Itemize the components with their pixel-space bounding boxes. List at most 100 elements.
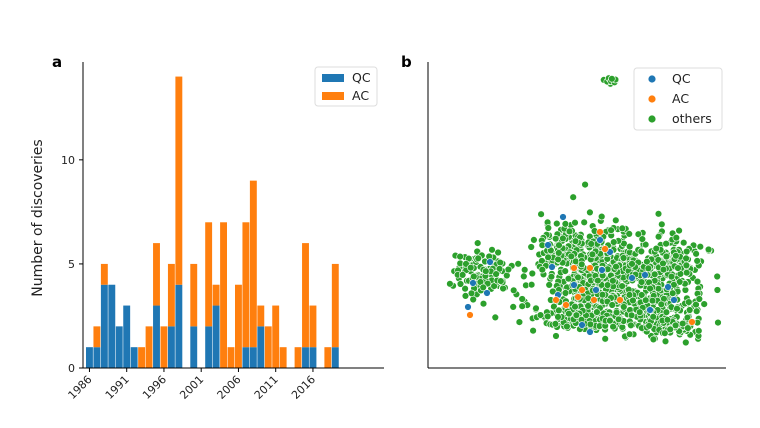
point-others-720 — [538, 266, 546, 274]
point-others-1316 — [645, 322, 653, 330]
point-ac-10 — [586, 264, 594, 272]
point-qc-4 — [544, 241, 552, 249]
point-others-1184 — [532, 304, 540, 312]
point-others-1322 — [714, 318, 722, 327]
point-others-1141 — [685, 298, 693, 306]
x-tick-label-1996: 1996 — [140, 373, 169, 402]
point-qc-18 — [570, 281, 578, 289]
point-others-807 — [518, 295, 526, 303]
bar-ac-2015 — [302, 243, 309, 348]
point-others-1093 — [695, 295, 703, 303]
bar-qc-2002 — [205, 326, 213, 368]
point-others-38 — [461, 285, 469, 293]
point-others-1061 — [625, 330, 634, 338]
point-others-998 — [662, 252, 671, 261]
scatter-points — [446, 74, 722, 347]
point-others-1025 — [644, 264, 653, 273]
point-others-923 — [675, 226, 683, 235]
point-others-289 — [571, 219, 579, 227]
point-others-1053 — [654, 285, 663, 293]
point-others-518 — [597, 212, 606, 221]
bar-ac-2019 — [331, 263, 339, 348]
point-others-1195 — [552, 332, 560, 340]
point-others-414 — [634, 230, 643, 238]
bar-ac-2004 — [220, 222, 227, 368]
point-others-418 — [527, 243, 535, 251]
point-others-123 — [458, 271, 467, 279]
point-others-1231 — [550, 302, 558, 311]
point-qc-9 — [578, 321, 586, 329]
point-others-762 — [561, 289, 570, 297]
point-others-554 — [565, 227, 574, 236]
point-others-718 — [491, 313, 499, 322]
bars — [86, 76, 339, 368]
bar-ac-2000 — [190, 263, 198, 327]
point-others-463 — [561, 267, 569, 275]
point-others-1096 — [609, 277, 617, 285]
point-others-942 — [662, 240, 670, 248]
point-ac-1 — [570, 264, 578, 272]
point-others-588 — [619, 254, 628, 262]
point-others-848 — [618, 282, 626, 290]
point-others-113 — [504, 265, 513, 274]
point-others-339 — [555, 249, 563, 257]
x-tick-label-2016: 2016 — [289, 373, 318, 402]
point-others-1283 — [627, 321, 635, 329]
point-ac-9 — [616, 296, 624, 304]
point-others-523 — [574, 273, 582, 281]
point-others-502 — [561, 220, 570, 228]
bar-ac-1993 — [138, 347, 146, 368]
point-others-790 — [584, 302, 592, 310]
point-others-635 — [527, 281, 536, 289]
point-others-109 — [470, 272, 478, 281]
point-others-570 — [571, 237, 580, 245]
point-others-948 — [654, 233, 663, 241]
point-others-756 — [603, 281, 612, 289]
bar-qc-1988 — [100, 284, 108, 368]
point-qc-10 — [586, 328, 594, 336]
point-others-18 — [474, 239, 482, 247]
point-others-444 — [537, 210, 545, 218]
y-tick-label-5: 5 — [68, 258, 75, 271]
point-others-1259 — [661, 337, 670, 345]
legend-a: QC AC — [314, 66, 378, 107]
point-others-1130 — [628, 260, 636, 268]
x-tick-label-1986: 1986 — [66, 373, 95, 402]
point-others-829 — [577, 260, 586, 269]
point-others-1267 — [685, 306, 694, 314]
point-others-1000 — [682, 254, 690, 263]
point-qc-7 — [596, 236, 604, 244]
point-others-243 — [580, 218, 588, 227]
point-others-212 — [551, 235, 560, 243]
point-others-1222 — [627, 311, 636, 319]
bar-ac-2018 — [324, 347, 332, 368]
bar-ac-2010 — [264, 326, 272, 368]
point-others-1230 — [586, 320, 595, 328]
bar-ac-2007 — [242, 222, 250, 348]
point-others-72 — [469, 295, 477, 304]
point-others-1308 — [695, 327, 703, 335]
bar-ac-1996 — [160, 326, 168, 368]
point-others-1251 — [571, 303, 579, 311]
point-ac-5 — [590, 296, 598, 304]
point-others-659 — [588, 250, 597, 259]
y-tick-label-0: 0 — [68, 362, 75, 375]
point-qc-6 — [548, 263, 556, 271]
point-others-1137 — [700, 300, 708, 308]
point-qc-15 — [670, 296, 678, 304]
point-others-495 — [607, 226, 615, 234]
point-others-1320 — [663, 316, 672, 324]
point-others-841 — [515, 318, 524, 326]
point-others-175 — [514, 260, 522, 268]
point-others-984 — [643, 257, 651, 266]
point-others-982 — [693, 257, 701, 265]
point-others-506 — [559, 234, 567, 243]
point-others-704 — [528, 269, 536, 278]
bar-qc-2000 — [190, 326, 198, 368]
point-others-1318 — [671, 321, 680, 330]
point-others-525 — [618, 224, 626, 233]
point-others-978 — [713, 272, 721, 281]
panel-a: a Number of discoveries 0 5 10 1986 1991 199… — [30, 53, 384, 402]
point-others-834 — [598, 291, 607, 299]
point-others-919 — [625, 242, 634, 251]
